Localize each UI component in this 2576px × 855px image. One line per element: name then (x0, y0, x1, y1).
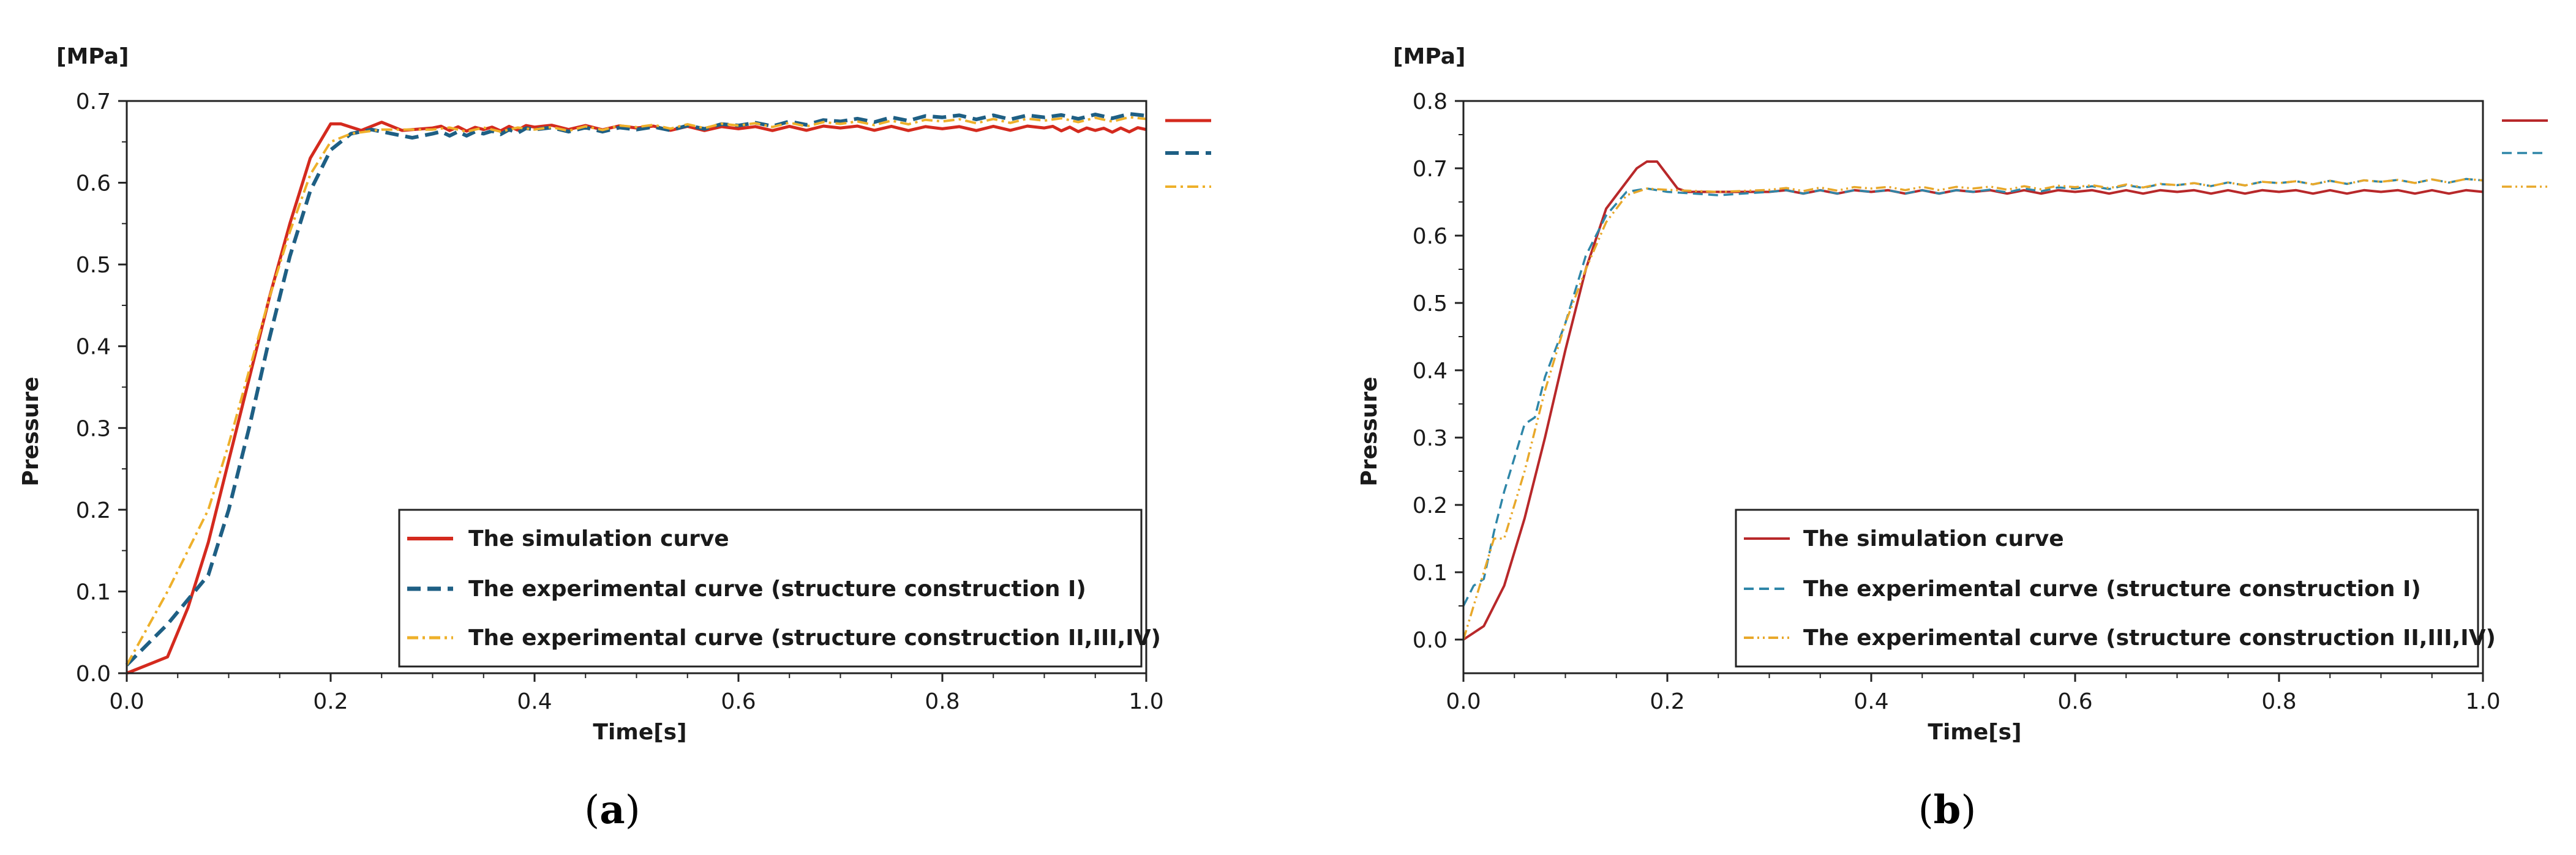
y-tick-label: 0.3 (76, 416, 111, 441)
legend-box-b (1735, 509, 2479, 668)
plot-frame-a (126, 100, 1147, 674)
legend-box-a (398, 509, 1143, 668)
chart-panel-b: [MPa] Pressure Time[s] 0.0 0.2 0.4 0.6 0.8 1.… (1357, 44, 2548, 833)
axis-ticks-b: 0.0 0.2 0.4 0.6 0.8 1.0 0.0 0.1 0.2 0.3 0.4 0.5 0.6 0… (1413, 89, 2501, 714)
x-tick-label: 0.4 (517, 689, 552, 714)
y-tick-label: 0.0 (1413, 628, 1448, 653)
x-tick-label: 0.8 (925, 689, 959, 714)
x-axis-label-b: Time[s] (1928, 720, 2021, 745)
y-tick-label: 0.4 (76, 335, 111, 360)
legend-label-exp-I-a: The experimental curve (structure constr… (468, 577, 1086, 602)
legend-label-simulation-b: The simulation curve (1803, 526, 2064, 551)
panel-caption-letter-b: b (1934, 787, 1961, 833)
chart-panel-a: [MPa] Pressure Time[s] 0.0 0.2 0.4 0.6 0.8 1.… (18, 44, 1211, 833)
x-tick-label: 0.8 (2261, 689, 2296, 714)
y-tick-label: 0.2 (76, 498, 111, 523)
y-tick-label: 0.2 (1413, 493, 1448, 518)
legend-label-exp-I-b: The experimental curve (structure constr… (1803, 577, 2421, 602)
y-tick-label: 0.5 (1413, 291, 1448, 316)
x-tick-label: 1.0 (2465, 689, 2500, 714)
right-legend-stubs-b (2502, 119, 2548, 188)
series-line-1 (126, 121, 1147, 675)
right-legend-stubs-a (1165, 119, 1211, 188)
panel-caption-a: (a) (584, 787, 640, 833)
x-axis-label-a: Time[s] (593, 720, 686, 745)
legend-a: The simulation curve The experimental cu… (398, 509, 1161, 668)
panel-caption-b: (b) (1918, 787, 1977, 833)
x-tick-label: 0.6 (721, 689, 756, 714)
panel-caption-close-b: ) (1961, 788, 1976, 833)
y-axis-label-b: Pressure (1357, 376, 1382, 486)
y-tick-label: 0.6 (1413, 224, 1448, 249)
x-tick-label: 1.0 (1128, 689, 1163, 714)
panel-caption-open-b: ( (1918, 788, 1934, 833)
panel-caption-open-a: ( (584, 788, 599, 833)
series-line-3 (126, 116, 1147, 666)
y-tick-label: 0.1 (1413, 561, 1448, 586)
y-tick-label: 0.7 (1413, 157, 1448, 182)
axis-ticks-a: 0.0 0.2 0.4 0.6 0.8 1.0 0.0 0.1 0.2 0.3 0.4 0.5 0.6 0… (76, 89, 1164, 714)
y-tick-label: 0.6 (76, 171, 111, 196)
x-tick-label: 0.0 (1446, 689, 1481, 714)
series-group-a (125, 112, 1147, 675)
y-tick-label: 0.3 (1413, 426, 1448, 451)
x-tick-label: 0.2 (313, 689, 348, 714)
legend-label-exp-II-b: The experimental curve (structure constr… (1803, 625, 2496, 651)
y-axis-label-a: Pressure (18, 376, 43, 486)
y-tick-label: 0.1 (76, 580, 111, 605)
panel-caption-letter-a: a (599, 787, 625, 833)
x-tick-label: 0.6 (2057, 689, 2092, 714)
legend-label-exp-II-a: The experimental curve (structure constr… (468, 625, 1161, 651)
x-tick-label: 0.4 (1853, 689, 1888, 714)
series-group-b (1462, 160, 2484, 641)
plot-frame-b (1462, 100, 2484, 674)
legend-label-simulation-a: The simulation curve (468, 526, 729, 551)
x-tick-label: 0.2 (1650, 689, 1684, 714)
panel-caption-close-a: ) (625, 788, 640, 833)
y-tick-label: 0.0 (76, 662, 111, 687)
y-tick-label: 0.7 (76, 89, 111, 114)
x-tick-label: 0.0 (109, 689, 144, 714)
unit-label-b: [MPa] (1393, 44, 1465, 69)
y-tick-label: 0.8 (1413, 89, 1448, 114)
series-line-3 (1462, 177, 2484, 640)
unit-label-a: [MPa] (56, 44, 129, 69)
y-tick-label: 0.4 (1413, 359, 1448, 384)
legend-b: The simulation curve The experimental cu… (1735, 509, 2496, 668)
y-tick-label: 0.5 (76, 253, 111, 278)
